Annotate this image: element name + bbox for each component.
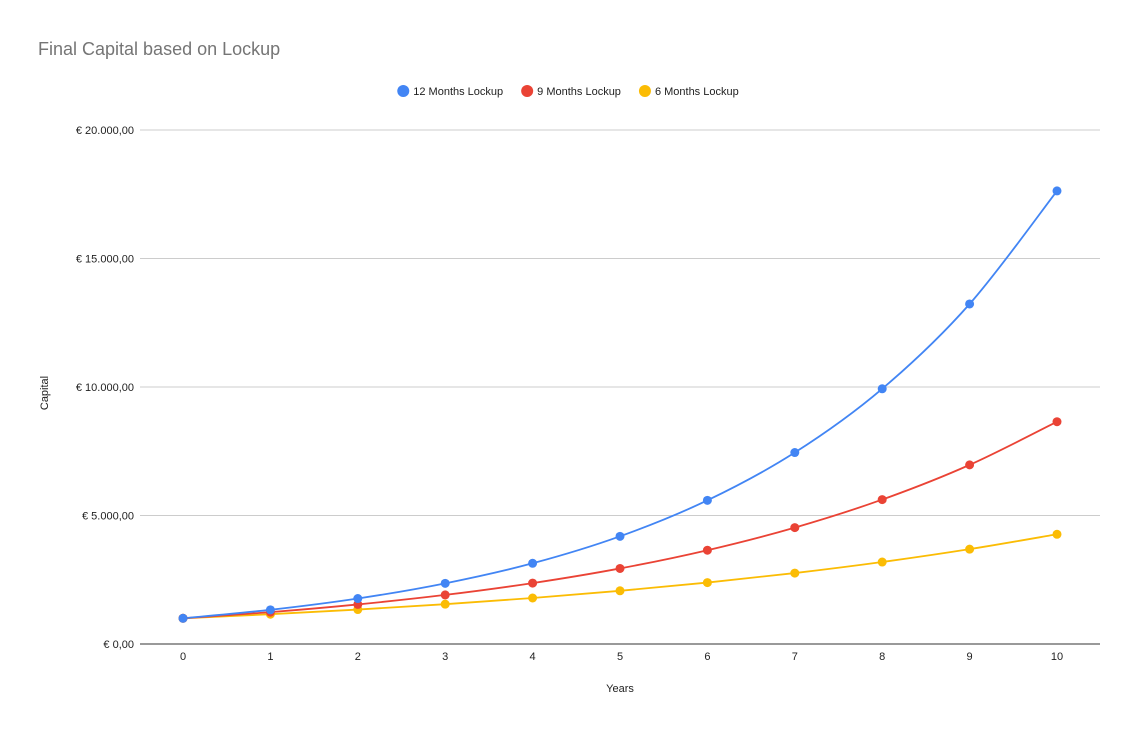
legend-marker	[638, 85, 651, 97]
data-point-s0-x2[interactable]	[353, 594, 363, 604]
x-tick-label: 10	[1051, 651, 1063, 663]
data-point-s1-x6[interactable]	[702, 545, 712, 555]
legend-label: 9 Months Lockup	[537, 86, 621, 98]
data-point-s2-x3[interactable]	[440, 599, 450, 609]
x-tick-label: 4	[530, 651, 536, 663]
data-point-s2-x5[interactable]	[615, 586, 625, 596]
x-tick-label: 1	[267, 651, 273, 663]
data-point-s2-x6[interactable]	[702, 578, 712, 588]
y-tick-label: € 20.000,00	[76, 125, 134, 137]
x-tick-label: 3	[442, 651, 448, 663]
legend-label: 6 Months Lockup	[655, 86, 739, 98]
data-point-s1-x9[interactable]	[965, 460, 975, 470]
data-point-s1-x8[interactable]	[877, 495, 887, 505]
x-tick-label: 7	[792, 651, 798, 663]
x-tick-label: 8	[879, 651, 885, 663]
data-point-s1-x5[interactable]	[615, 563, 625, 573]
y-axis-label: Capital	[39, 376, 51, 410]
data-point-s2-x9[interactable]	[965, 544, 975, 554]
x-tick-label: 6	[704, 651, 710, 663]
x-tick-label: 9	[967, 651, 973, 663]
data-point-s0-x5[interactable]	[615, 531, 625, 541]
legend-marker	[397, 85, 410, 97]
data-point-s1-x4[interactable]	[528, 578, 538, 588]
data-point-s2-x10[interactable]	[1052, 529, 1062, 539]
y-axis-ticks: € 0,00 € 5.000,00 € 10.000,00 € 15.000,00 € …	[76, 125, 134, 651]
x-tick-label: 0	[180, 651, 186, 663]
data-point-s2-x8[interactable]	[877, 557, 887, 567]
series-line-0	[182, 190, 1058, 620]
y-tick-label: € 15.000,00	[76, 254, 134, 266]
data-point-s0-x6[interactable]	[702, 495, 712, 505]
data-point-s0-x4[interactable]	[528, 558, 538, 568]
x-axis-label: Years	[606, 683, 634, 695]
y-tick-label: € 0,00	[103, 639, 134, 651]
x-tick-label: 2	[355, 651, 361, 663]
data-point-s2-x4[interactable]	[528, 593, 538, 603]
data-point-s1-x3[interactable]	[440, 590, 450, 600]
data-point-s0-x8[interactable]	[877, 384, 887, 394]
y-tick-label: € 5.000,00	[82, 511, 134, 523]
data-point-s1-x10[interactable]	[1052, 417, 1062, 427]
data-point-s0-x0[interactable]	[178, 613, 188, 623]
x-tick-label: 5	[617, 651, 623, 663]
data-point-s0-x7[interactable]	[790, 448, 800, 458]
chart-title: Final Capital based on Lockup	[38, 39, 280, 59]
data-point-s0-x1[interactable]	[265, 605, 275, 615]
x-axis-ticks: 0 1 2 3 4 5 6 7 8 9 10	[180, 651, 1063, 663]
data-point-s2-x7[interactable]	[790, 568, 800, 578]
data-point-s1-x7[interactable]	[790, 523, 800, 533]
data-point-s0-x3[interactable]	[440, 578, 450, 588]
series-lines	[182, 190, 1058, 620]
legend: 12 Months Lockup 9 Months Lockup 6 Months …	[397, 85, 739, 98]
series-points	[178, 186, 1062, 623]
y-tick-label: € 10.000,00	[76, 382, 134, 394]
data-point-s0-x9[interactable]	[965, 299, 975, 309]
series-line-2	[182, 533, 1058, 620]
gridlines	[140, 129, 1100, 516]
data-point-s0-x10[interactable]	[1052, 186, 1062, 196]
legend-marker	[521, 85, 534, 97]
legend-label: 12 Months Lockup	[413, 86, 503, 98]
